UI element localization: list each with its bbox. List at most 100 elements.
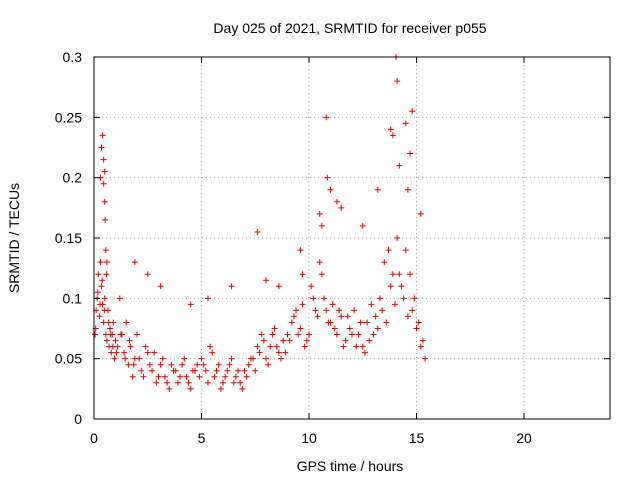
data-point <box>368 301 375 308</box>
data-point <box>282 349 289 356</box>
data-point <box>321 295 328 302</box>
data-point <box>349 331 355 338</box>
data-point <box>394 78 401 85</box>
data-point <box>376 295 383 302</box>
data-point <box>359 222 366 229</box>
data-point <box>269 331 276 338</box>
data-point <box>359 343 366 350</box>
data-point <box>140 373 147 380</box>
data-point <box>288 319 295 326</box>
data-point <box>130 361 137 368</box>
y-axis-label: SRMTID / TECUs <box>6 183 22 293</box>
data-point <box>273 343 280 350</box>
data-point <box>351 307 358 314</box>
data-point <box>98 144 105 151</box>
data-point <box>109 343 116 350</box>
data-point <box>153 379 160 386</box>
data-point <box>100 156 107 163</box>
y-tick-label: 0.05 <box>55 351 82 367</box>
data-point <box>102 247 109 254</box>
y-tick-label: 0.2 <box>63 170 83 186</box>
y-tick-label: 0 <box>74 411 82 427</box>
data-point <box>275 349 282 356</box>
data-point <box>187 385 194 392</box>
data-point <box>398 283 405 290</box>
data-point <box>129 373 136 380</box>
y-tick-label: 0.25 <box>55 109 82 125</box>
data-point <box>235 367 242 374</box>
data-point <box>217 385 224 392</box>
data-point <box>271 325 278 332</box>
data-point <box>99 132 106 139</box>
x-axis-label: GPS time / hours <box>297 458 404 474</box>
data-point <box>387 126 394 133</box>
data-point <box>99 277 106 284</box>
x-tick-label: 20 <box>516 430 532 446</box>
data-point <box>265 361 272 368</box>
data-point <box>404 186 411 193</box>
data-point <box>183 373 190 380</box>
data-point <box>200 361 207 368</box>
data-point <box>417 210 424 217</box>
data-point <box>336 307 343 314</box>
data-point <box>310 295 317 302</box>
data-point <box>344 313 351 320</box>
data-point <box>422 355 429 362</box>
data-point <box>103 259 110 266</box>
data-point <box>211 373 218 380</box>
data-point <box>299 271 306 278</box>
data-point <box>232 373 239 380</box>
data-point <box>181 355 188 362</box>
data-point <box>342 337 349 344</box>
data-point <box>241 367 248 374</box>
data-point <box>413 325 420 332</box>
data-point <box>355 331 362 338</box>
data-point <box>245 361 252 368</box>
data-point <box>144 349 151 356</box>
data-point <box>415 319 422 326</box>
data-point <box>239 385 246 392</box>
data-point <box>364 319 371 326</box>
data-point <box>284 331 291 338</box>
data-point <box>327 186 334 193</box>
data-point <box>396 162 403 169</box>
data-point <box>127 343 134 350</box>
data-point <box>409 108 416 115</box>
x-tick-label: 0 <box>90 430 98 446</box>
data-point <box>149 367 156 374</box>
data-point <box>100 180 107 187</box>
data-point <box>407 150 414 157</box>
y-tick-label: 0.1 <box>63 290 83 306</box>
data-point <box>263 277 269 284</box>
data-point <box>105 319 112 326</box>
data-point <box>123 319 130 326</box>
data-point <box>185 379 192 386</box>
data-point <box>275 283 282 290</box>
data-point <box>411 295 418 302</box>
data-point <box>136 355 143 362</box>
data-point <box>370 331 377 338</box>
data-point <box>333 331 340 338</box>
data-point <box>101 168 108 175</box>
y-tick-label: 0.3 <box>63 49 83 65</box>
data-point <box>155 373 162 380</box>
data-point <box>168 361 175 368</box>
data-point <box>263 355 269 362</box>
data-point <box>97 259 104 266</box>
data-point <box>301 343 308 350</box>
axis-ticks: 0 5 10 15 20 0 0.05 0.1 0.15 0.2 0.25 0.3 <box>55 49 610 446</box>
data-point <box>213 367 220 374</box>
data-point <box>224 367 231 374</box>
data-points <box>92 54 429 392</box>
data-point <box>126 337 133 344</box>
data-point <box>417 343 424 350</box>
data-point <box>111 355 118 362</box>
data-point <box>142 343 149 350</box>
data-point <box>112 337 119 344</box>
data-point <box>392 301 398 308</box>
data-point <box>122 355 129 362</box>
data-point <box>308 283 315 290</box>
data-point <box>404 313 411 320</box>
data-point <box>237 379 244 386</box>
data-point <box>314 313 321 320</box>
